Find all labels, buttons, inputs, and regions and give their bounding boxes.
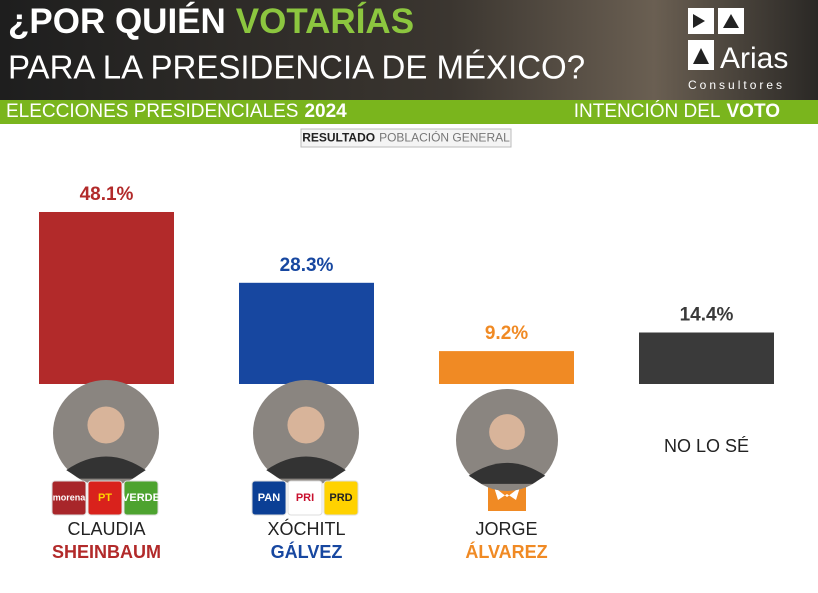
category-last-name: GÁLVEZ [271, 541, 343, 562]
badge-strong: RESULTADO [302, 131, 375, 145]
candidate-photo [456, 389, 558, 491]
party-logo [123, 480, 159, 516]
band-left: ELECCIONES PRESIDENCIALES 2024 [6, 101, 347, 122]
title-highlight: VOTARÍAS [236, 1, 414, 41]
party-name: VERDE [122, 492, 160, 504]
category-last-name: ÁLVAREZ [465, 541, 547, 562]
party-logo [287, 480, 323, 516]
band-text: ELECCIONES PRESIDENCIALES [6, 101, 298, 122]
photo-body [66, 456, 146, 479]
bar [239, 282, 374, 384]
party-logo [251, 480, 287, 516]
photo-head [489, 414, 525, 450]
band-year: 2024 [304, 101, 347, 122]
value-label: 28.3% [280, 255, 334, 276]
bar [39, 211, 174, 384]
photo-body [266, 456, 346, 479]
party-logo [51, 480, 87, 516]
badge [300, 128, 512, 148]
value-label: 48.1% [80, 184, 134, 205]
band-right: INTENCIÓN DEL VOTO [574, 100, 780, 122]
party-logo [87, 480, 123, 516]
candidate-photo [253, 380, 359, 486]
brand-name: Arias [720, 42, 788, 75]
value-label: 14.4% [680, 305, 734, 326]
category-first-name: JORGE [475, 519, 537, 539]
party-logo [323, 480, 359, 516]
title-line-1: ¿POR QUIÉN VOTARÍAS [8, 1, 414, 41]
category-first-name: CLAUDIA [67, 519, 145, 539]
title-part: ¿POR QUIÉN [8, 1, 226, 41]
party-name: PAN [258, 492, 280, 504]
band-text: INTENCIÓN DEL [574, 100, 721, 122]
green-band [0, 100, 818, 124]
party-name: PRI [296, 492, 314, 504]
value-label: 9.2% [485, 323, 528, 344]
category-first-name: XÓCHITL [267, 518, 345, 539]
title-line-2: PARA LA PRESIDENCIA DE MÉXICO? [8, 49, 585, 86]
band-emphasis: VOTO [727, 101, 781, 122]
bar [639, 332, 774, 384]
brand-logo [688, 8, 744, 70]
category-label: NO LO SÉ [664, 436, 749, 456]
category-last-name: SHEINBAUM [52, 542, 161, 562]
candidate-photo [53, 380, 159, 486]
party-name: PRD [329, 492, 352, 504]
photo-head [87, 406, 125, 444]
header-background [0, 0, 818, 100]
badge-text: RESULTADO POBLACIÓN GENERAL [302, 130, 510, 145]
party-name: morena [53, 492, 87, 502]
party-name: PT [98, 492, 112, 504]
bar [439, 351, 574, 384]
badge-light: POBLACIÓN GENERAL [379, 130, 510, 145]
brand-subtitle: Consultores [688, 78, 785, 92]
photo-head [287, 406, 325, 444]
photo-body [468, 462, 546, 484]
